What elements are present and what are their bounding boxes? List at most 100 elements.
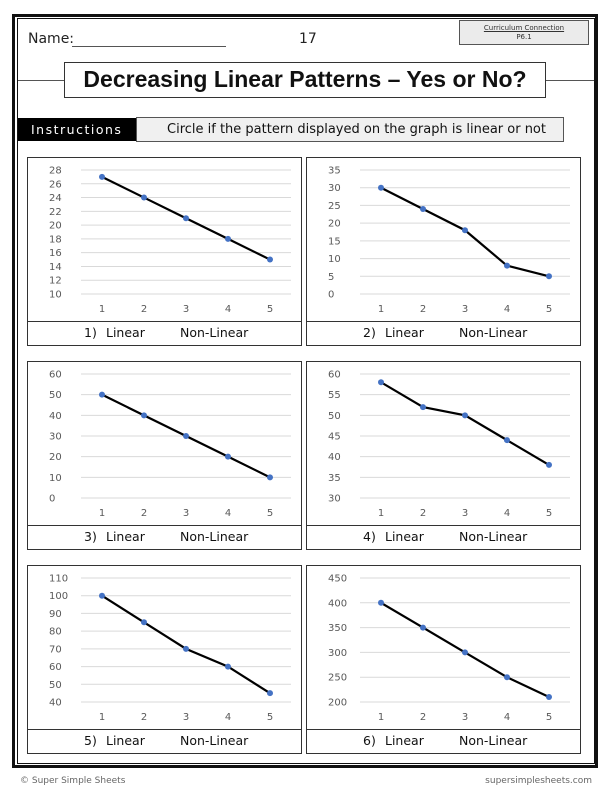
non-linear-option[interactable]: Non-Linear bbox=[180, 529, 249, 544]
y-tick-label: 22 bbox=[49, 207, 62, 218]
footer-copyright: © Super Simple Sheets bbox=[20, 776, 126, 786]
x-tick-label: 5 bbox=[546, 304, 552, 315]
y-tick-label: 20 bbox=[328, 219, 341, 230]
answer-row: 1) Linear Non-Linear bbox=[28, 321, 301, 345]
data-point bbox=[141, 194, 147, 201]
y-tick-label: 10 bbox=[49, 473, 62, 484]
y-tick-label: 300 bbox=[328, 648, 347, 659]
question-number: 6) bbox=[363, 733, 376, 748]
y-tick-label: 10 bbox=[49, 290, 62, 301]
graph-panel-1: 10 12 14 16 18 20 22 24 26 28 1 2 3 4 5 1) Linear Non-Lin… bbox=[27, 157, 302, 346]
non-linear-option[interactable]: Non-Linear bbox=[180, 733, 249, 748]
y-tick-label: 20 bbox=[49, 221, 62, 232]
question-number: 3) bbox=[84, 529, 97, 544]
data-point bbox=[99, 391, 105, 398]
graph-panel-5: 40 50 60 70 80 90 100 110 1 2 3 4 5 5) Linear Non-Linea… bbox=[27, 565, 302, 754]
x-tick-label: 3 bbox=[183, 304, 189, 315]
name-field-line[interactable] bbox=[72, 46, 226, 47]
y-tick-label: 60 bbox=[328, 370, 341, 381]
x-tick-label: 2 bbox=[420, 508, 426, 519]
non-linear-option[interactable]: Non-Linear bbox=[180, 325, 249, 340]
y-tick-label: 16 bbox=[49, 248, 62, 259]
x-tick-label: 4 bbox=[504, 304, 510, 315]
y-tick-label: 450 bbox=[328, 574, 347, 585]
y-tick-label: 0 bbox=[328, 290, 334, 301]
y-tick-label: 250 bbox=[328, 673, 347, 684]
graph-panel-6: 200 250 300 350 400 450 1 2 3 4 5 6) Linear Non-Linea… bbox=[306, 565, 581, 754]
y-tick-label: 400 bbox=[328, 598, 347, 609]
x-tick-label: 4 bbox=[225, 304, 231, 315]
non-linear-option[interactable]: Non-Linear bbox=[459, 325, 528, 340]
x-tick-label: 3 bbox=[462, 712, 468, 723]
x-tick-label: 5 bbox=[267, 508, 273, 519]
linear-option[interactable]: Linear bbox=[385, 733, 424, 748]
x-tick-label: 2 bbox=[141, 712, 147, 723]
y-tick-label: 0 bbox=[49, 494, 55, 505]
linear-option[interactable]: Linear bbox=[385, 529, 424, 544]
y-tick-label: 5 bbox=[328, 272, 334, 283]
data-point bbox=[267, 690, 273, 697]
linear-option[interactable]: Linear bbox=[106, 529, 145, 544]
data-point bbox=[225, 453, 231, 460]
line-chart-2: 0 5 10 15 20 25 30 35 1 2 3 4 5 bbox=[328, 166, 570, 315]
data-point bbox=[546, 461, 552, 468]
data-point bbox=[462, 227, 468, 234]
data-point bbox=[462, 412, 468, 419]
data-point bbox=[420, 404, 426, 411]
graph-panel-3: 0 10 20 30 40 50 60 1 2 3 4 5 3) Linear Non-Linear bbox=[27, 361, 302, 550]
y-tick-label: 26 bbox=[49, 179, 62, 190]
curriculum-connection-title: Curriculum Connection bbox=[483, 24, 565, 32]
x-tick-label: 1 bbox=[378, 304, 384, 315]
data-point bbox=[420, 205, 426, 212]
answer-row: 2) Linear Non-Linear bbox=[307, 321, 580, 345]
y-tick-label: 24 bbox=[49, 193, 62, 204]
linear-option[interactable]: Linear bbox=[106, 325, 145, 340]
x-tick-label: 5 bbox=[546, 508, 552, 519]
y-tick-label: 45 bbox=[328, 432, 341, 443]
data-point bbox=[183, 645, 189, 652]
y-tick-label: 14 bbox=[49, 262, 62, 273]
line-chart-5: 40 50 60 70 80 90 100 110 1 2 3 4 5 bbox=[49, 574, 291, 723]
x-tick-label: 5 bbox=[267, 712, 273, 723]
x-tick-label: 3 bbox=[462, 304, 468, 315]
instructions-text: Circle if the pattern displayed on the g… bbox=[136, 117, 564, 142]
data-point bbox=[546, 273, 552, 280]
linear-option[interactable]: Linear bbox=[106, 733, 145, 748]
data-point bbox=[183, 215, 189, 222]
x-tick-label: 3 bbox=[183, 712, 189, 723]
y-tick-label: 50 bbox=[49, 390, 62, 401]
data-point bbox=[99, 173, 105, 180]
data-point bbox=[504, 262, 510, 269]
y-tick-label: 110 bbox=[49, 574, 68, 585]
instructions-label: Instructions bbox=[18, 118, 136, 141]
data-point bbox=[183, 433, 189, 439]
data-point bbox=[141, 412, 147, 419]
y-tick-label: 50 bbox=[328, 411, 341, 422]
y-tick-label: 40 bbox=[49, 411, 62, 422]
y-tick-label: 30 bbox=[328, 183, 341, 194]
footer-website: supersimplesheets.com bbox=[485, 776, 592, 786]
x-tick-label: 2 bbox=[141, 304, 147, 315]
worksheet-title: Decreasing Linear Patterns – Yes or No? bbox=[64, 62, 546, 98]
line-chart-3: 0 10 20 30 40 50 60 1 2 3 4 5 bbox=[49, 370, 291, 519]
page-inner-border bbox=[17, 18, 595, 764]
y-tick-label: 18 bbox=[49, 234, 62, 245]
linear-option[interactable]: Linear bbox=[385, 325, 424, 340]
y-tick-label: 35 bbox=[328, 473, 341, 484]
name-label: Name: bbox=[28, 31, 75, 47]
y-tick-label: 28 bbox=[49, 166, 62, 177]
non-linear-option[interactable]: Non-Linear bbox=[459, 529, 528, 544]
x-tick-label: 4 bbox=[225, 712, 231, 723]
y-tick-label: 50 bbox=[49, 680, 62, 691]
y-tick-label: 20 bbox=[49, 452, 62, 463]
answer-row: 6) Linear Non-Linear bbox=[307, 729, 580, 753]
y-tick-label: 100 bbox=[49, 591, 68, 602]
question-number: 5) bbox=[84, 733, 97, 748]
x-tick-label: 1 bbox=[378, 508, 384, 519]
x-tick-label: 1 bbox=[99, 508, 105, 519]
non-linear-option[interactable]: Non-Linear bbox=[459, 733, 528, 748]
data-point bbox=[225, 235, 231, 242]
x-tick-label: 2 bbox=[420, 304, 426, 315]
y-tick-label: 40 bbox=[328, 452, 341, 463]
